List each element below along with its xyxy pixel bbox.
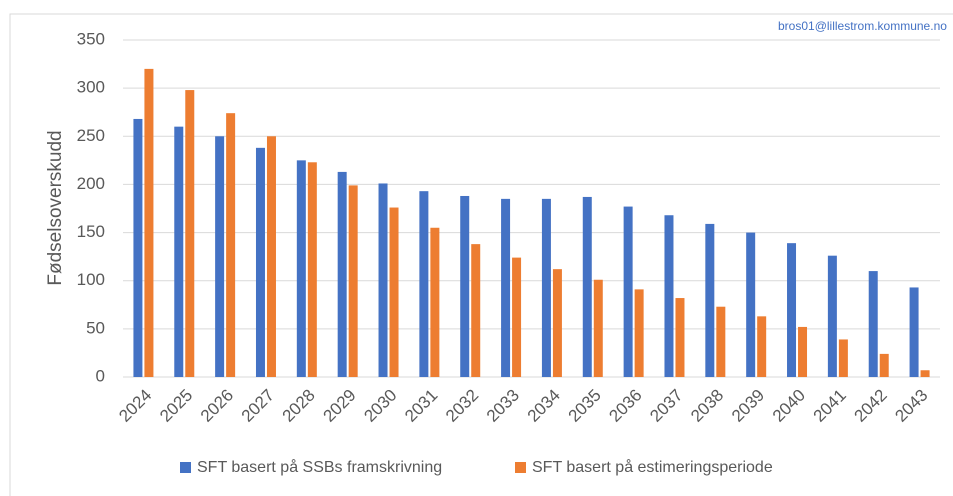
bar xyxy=(348,185,358,377)
x-tick-label: 2030 xyxy=(360,386,400,426)
bar xyxy=(746,232,756,377)
x-tick-label: 2032 xyxy=(442,386,482,426)
x-tick-label: 2035 xyxy=(565,386,605,426)
bar xyxy=(582,196,592,377)
y-tick-label: 100 xyxy=(77,270,105,289)
y-tick-label: 0 xyxy=(96,366,105,385)
x-tick-label: 2036 xyxy=(605,386,645,426)
x-tick-label: 2040 xyxy=(769,386,809,426)
y-tick-label: 300 xyxy=(77,78,105,97)
bar xyxy=(307,162,317,377)
bar xyxy=(593,279,603,377)
y-tick-label: 50 xyxy=(86,318,105,337)
x-tick-label: 2042 xyxy=(851,386,891,426)
bar xyxy=(133,118,143,377)
bar xyxy=(501,198,511,377)
bar xyxy=(838,339,848,377)
bar xyxy=(174,126,184,378)
bar xyxy=(705,223,715,377)
y-tick-label: 200 xyxy=(77,174,105,193)
x-tick-label: 2034 xyxy=(524,386,564,426)
bar xyxy=(337,171,347,377)
y-tick-label: 350 xyxy=(77,29,105,48)
bar xyxy=(634,289,644,377)
bar xyxy=(512,257,522,377)
x-tick-label: 2024 xyxy=(115,386,155,426)
x-tick-label: 2029 xyxy=(319,386,359,426)
legend-swatch xyxy=(515,462,526,473)
x-tick-label: 2043 xyxy=(891,386,931,426)
y-axis-label: Fødselsoverskudd xyxy=(45,130,66,285)
x-tick-label: 2037 xyxy=(646,386,686,426)
x-tick-label: 2028 xyxy=(279,386,319,426)
bar xyxy=(827,255,837,377)
bar xyxy=(909,287,919,377)
bar xyxy=(460,195,470,377)
legend-label: SFT basert på SSBs framskrivning xyxy=(197,458,442,476)
bar xyxy=(552,269,562,377)
bar xyxy=(787,243,797,377)
bar xyxy=(798,326,808,377)
bar xyxy=(757,316,767,377)
bar xyxy=(378,183,388,377)
x-tick-label: 2026 xyxy=(197,386,237,426)
legend-swatch xyxy=(180,462,191,473)
bar xyxy=(144,68,154,377)
bar xyxy=(419,191,429,377)
x-tick-label: 2038 xyxy=(687,386,727,426)
bar xyxy=(623,206,633,377)
bar xyxy=(879,353,889,377)
x-tick-label: 2041 xyxy=(810,386,850,426)
watermark: bros01@lillestrom.kommune.no xyxy=(778,19,947,33)
x-tick-label: 2031 xyxy=(401,386,441,426)
bar xyxy=(266,136,276,377)
y-tick-label: 250 xyxy=(77,126,105,145)
bar xyxy=(296,160,306,377)
bar xyxy=(255,147,265,377)
bar xyxy=(185,90,195,377)
bar xyxy=(389,207,399,377)
y-tick-label: 150 xyxy=(77,222,105,241)
x-tick-label: 2027 xyxy=(238,386,278,426)
x-tick-label: 2025 xyxy=(156,386,196,426)
bar xyxy=(868,271,878,377)
bar xyxy=(541,198,551,377)
bar xyxy=(215,136,225,377)
x-tick-label: 2033 xyxy=(483,386,523,426)
bar xyxy=(675,298,685,377)
bar xyxy=(226,113,236,378)
bar xyxy=(430,227,440,377)
legend-label: SFT basert på estimeringsperiode xyxy=(532,458,773,476)
chart-frame xyxy=(9,13,953,496)
bar xyxy=(716,306,726,377)
bar xyxy=(471,244,481,377)
bar xyxy=(920,370,930,377)
x-tick-label: 2039 xyxy=(728,386,768,426)
bar xyxy=(664,215,674,377)
